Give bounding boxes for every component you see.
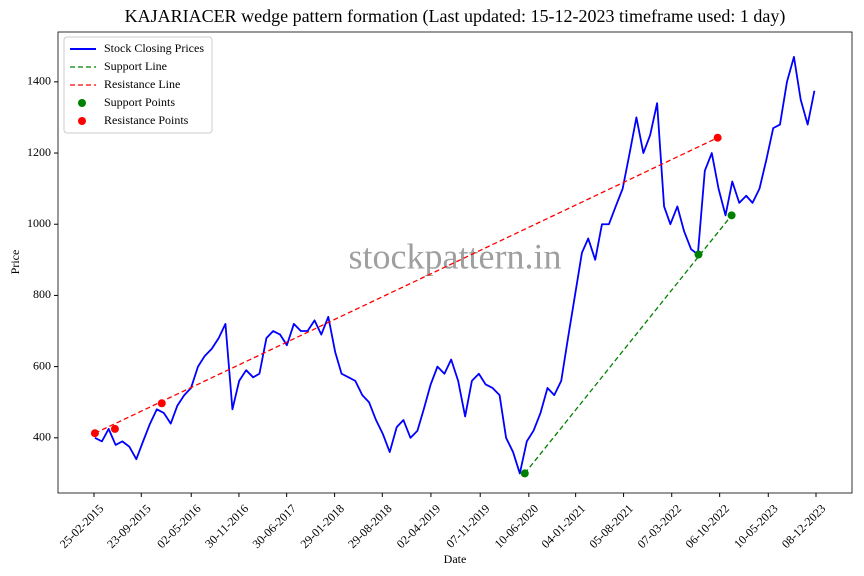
point (110, 424, 119, 433)
x-tick-label: 10-06-2020 (492, 501, 541, 550)
price-line (94, 56, 816, 475)
trend-line (524, 214, 733, 474)
x-tick-label: 07-11-2019 (443, 501, 492, 550)
x-tick-label: 10-05-2023 (731, 501, 780, 550)
x-tick-label: 06-10-2022 (683, 501, 732, 550)
point (520, 469, 529, 478)
x-tick-label: 02-05-2016 (154, 501, 203, 550)
y-tick-label: 1400 (27, 74, 51, 88)
legend-label: Stock Closing Prices (104, 41, 204, 55)
y-tick-label: 1200 (27, 145, 51, 159)
x-tick-label: 30-06-2017 (250, 501, 299, 550)
x-tick-label: 05-08-2021 (586, 501, 635, 550)
legend-marker (78, 117, 86, 125)
y-axis-label: Price (8, 250, 22, 275)
y-tick-label: 1000 (27, 216, 51, 230)
x-tick-label: 02-04-2019 (394, 501, 443, 550)
legend-box (63, 36, 213, 134)
x-tick-label: 29-08-2018 (345, 501, 394, 550)
x-tick-label: 29-01-2018 (297, 501, 346, 550)
x-tick-label: 25-02-2015 (57, 501, 106, 550)
chart-title: KAJARIACER wedge pattern formation (Last… (125, 6, 786, 27)
y-tick-label: 800 (33, 287, 51, 301)
plot-frame (57, 31, 853, 494)
x-tick-label: 04-01-2021 (538, 501, 587, 550)
x-tick-label: 08-12-2023 (779, 501, 828, 550)
point (157, 399, 166, 408)
trend-line (94, 137, 718, 434)
point (90, 429, 99, 438)
point (713, 133, 722, 142)
x-axis-label: Date (444, 552, 467, 566)
point (694, 250, 703, 259)
point (727, 211, 736, 220)
legend-label: Resistance Points (104, 113, 189, 127)
x-tick-label: 30-11-2016 (202, 501, 251, 550)
legend-label: Support Line (104, 59, 167, 73)
legend-label: Resistance Line (104, 77, 180, 91)
y-tick-label: 400 (33, 430, 51, 444)
watermark: stockpattern.in (349, 236, 562, 276)
legend-marker (78, 99, 86, 107)
legend-label: Support Points (104, 95, 175, 109)
x-tick-label: 07-03-2022 (635, 501, 684, 550)
y-tick-label: 600 (33, 358, 51, 372)
x-tick-label: 23-09-2015 (104, 501, 153, 550)
